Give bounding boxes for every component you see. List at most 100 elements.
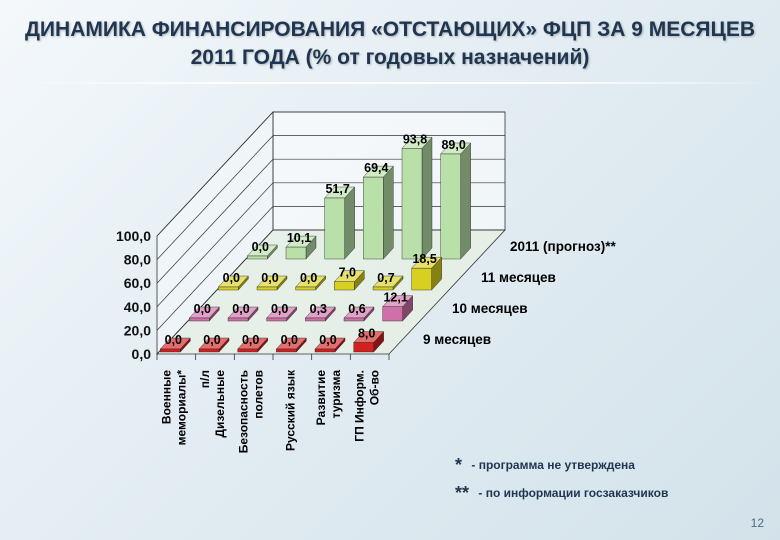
bar-front: [276, 348, 297, 353]
x-tick-label: п/лДизельные: [198, 370, 227, 438]
x-tick-label-line: полетов: [252, 370, 266, 419]
footnote-2-mark: **: [455, 483, 470, 503]
data-label: 7,0: [339, 266, 356, 280]
data-label: 0,0: [281, 333, 298, 347]
data-label: 0,0: [271, 302, 288, 316]
bar-1-2: [198, 337, 230, 353]
bar-front: [343, 317, 365, 322]
bar-4-5: [401, 136, 433, 260]
bar-front: [218, 286, 239, 291]
bar-1-6: [353, 331, 385, 353]
title-divider: [0, 82, 780, 84]
bar-2-4: [304, 306, 336, 322]
x-tick-label-line: п/л: [198, 370, 212, 388]
bar-front: [401, 148, 423, 260]
data-label: 0,0: [194, 302, 211, 316]
gridline: [156, 111, 505, 237]
data-label: 18,5: [412, 252, 436, 266]
data-label: 0,0: [242, 333, 259, 347]
bar-2-3: [266, 306, 298, 322]
page-title: ДИНАМИКА ФИНАНСИРОВАНИЯ «ОТСТАЮЩИХ» ФЦП …: [24, 18, 756, 69]
y-tick-label: 80,0: [124, 252, 151, 268]
data-label: 0,0: [165, 333, 182, 347]
chart-bars: [159, 136, 472, 353]
x-tick-label-line: туризма: [329, 370, 343, 419]
data-label: 0,0: [319, 333, 336, 347]
bar-3-3: [295, 275, 327, 291]
bar-front: [256, 286, 278, 291]
data-label: 51,7: [325, 182, 349, 196]
gridline: [156, 135, 505, 260]
bar-2-2: [227, 306, 259, 322]
bar-2-5: [343, 306, 375, 322]
bar-1-3: [237, 337, 269, 353]
bar-side: [383, 165, 394, 260]
bar-front: [411, 267, 432, 291]
data-label: 0,0: [300, 271, 317, 285]
x-tick-label: Безопасностьполетов: [237, 370, 266, 453]
bar-1-1: [159, 337, 191, 353]
data-label: 0,0: [252, 240, 269, 254]
bar-front: [353, 342, 374, 353]
bar-front: [247, 255, 268, 260]
bar-3-6: [411, 256, 443, 291]
x-tick-label-line: Безопасность: [237, 370, 251, 453]
bar-4-3: [324, 186, 356, 260]
series-label: 2011 (прогноз)**: [510, 239, 616, 254]
footnote-1: * - программа не утверждена: [455, 455, 635, 476]
data-label: 69,4: [364, 161, 388, 175]
page-number: 12: [750, 516, 764, 530]
x-tick-label: Военныемемориалы*: [159, 370, 188, 446]
data-label: 12,1: [383, 291, 407, 305]
x-tick-label: Русский язык: [283, 369, 297, 451]
bar-front: [363, 176, 384, 260]
bar-front: [227, 317, 249, 322]
data-label: 0,0: [232, 302, 249, 316]
bar-front: [305, 317, 326, 322]
series-label: 9 месяцев: [423, 332, 491, 347]
bar-front: [440, 153, 461, 260]
bar-4-4: [362, 165, 394, 260]
bar-front: [160, 348, 181, 353]
bar-4-6: [440, 142, 472, 260]
x-tick-label-line: мемориалы*: [174, 370, 188, 446]
footnote-2-text: - по информации госзаказчиков: [478, 486, 669, 500]
data-label: 0,6: [348, 302, 365, 316]
x-tick-label-line: Развитие: [314, 370, 328, 426]
x-tick-label-line: Русский язык: [283, 369, 297, 451]
bar-front: [295, 286, 316, 291]
y-tick-label: 20,0: [124, 322, 151, 338]
bar-3-1: [217, 275, 249, 291]
data-label: 0,7: [377, 271, 394, 285]
data-label: 0,0: [261, 271, 278, 285]
bar-side: [344, 186, 355, 260]
y-tick-label: 100,0: [116, 228, 151, 244]
x-tick-label: ГП Информ.Об-во: [353, 370, 382, 442]
bar-1-4: [275, 337, 307, 353]
bar-side: [460, 142, 471, 260]
data-label: 0,0: [223, 271, 240, 285]
bar-front: [334, 281, 355, 291]
bar-4-2: [285, 235, 317, 260]
x-tick-label-line: Дизельные: [213, 370, 227, 438]
bar-front: [382, 306, 403, 322]
bar-2-6: [382, 295, 414, 322]
y-tick-label: 0,0: [132, 346, 152, 362]
footnote-1-text: - программа не утверждена: [471, 458, 635, 472]
bar-4-1: [246, 244, 278, 260]
bar-side: [421, 136, 433, 260]
series-label: 11 месяцев: [481, 270, 556, 285]
bar-front: [324, 197, 345, 260]
bar-front: [285, 246, 307, 260]
data-label: 93,8: [403, 132, 427, 146]
chart-data-labels: 0,0 10,1 51,7 69,4 93,8 89,0 0,0 0,0 0,0 7,0 0,7 18…: [165, 132, 466, 347]
bar-3-4: [333, 270, 365, 291]
bar-front: [198, 348, 220, 353]
bar-front: [372, 286, 394, 291]
x-tick-label: Развитиетуризма: [314, 370, 343, 426]
x-tick-label-line: Об-во: [368, 370, 382, 405]
bar-1-5: [314, 337, 346, 353]
bar-3-2: [256, 275, 288, 291]
y-tick-label: 40,0: [124, 299, 151, 315]
bar-front: [237, 348, 258, 353]
